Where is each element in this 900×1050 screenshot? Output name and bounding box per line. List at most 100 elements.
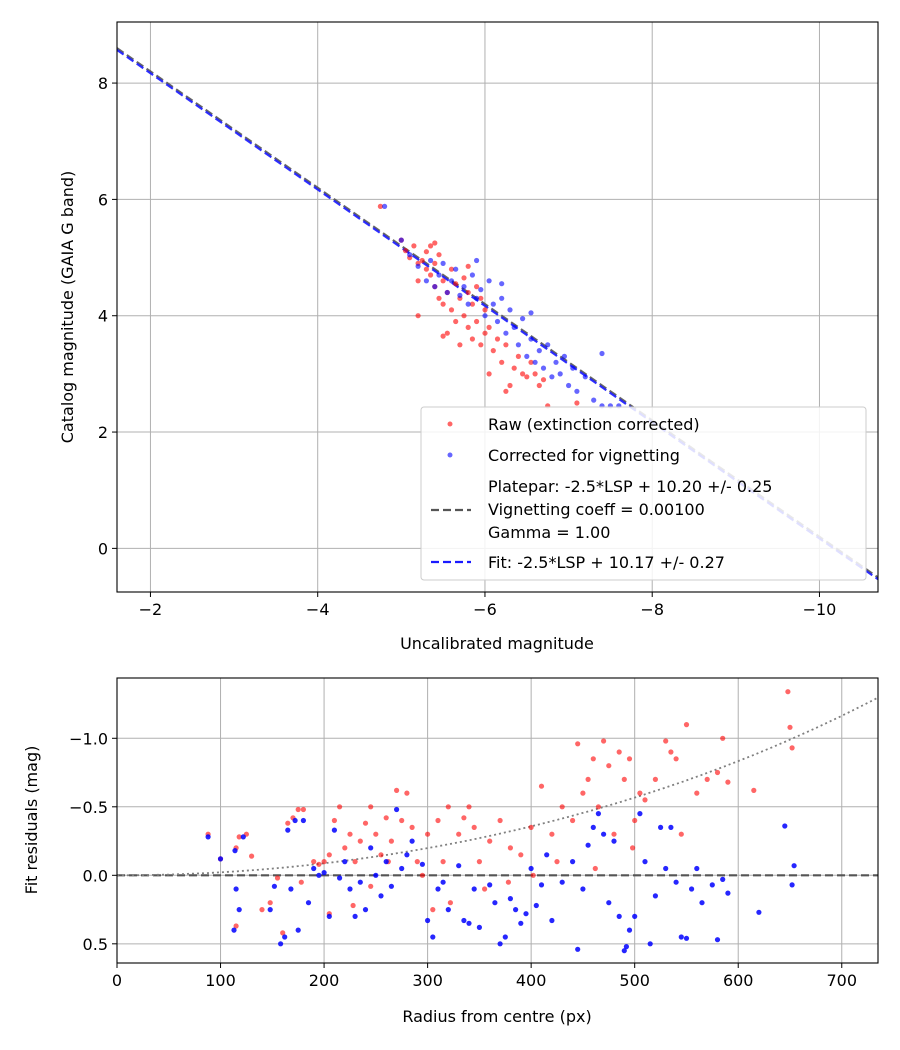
raw-point [448, 307, 455, 313]
raw-point [637, 790, 643, 796]
raw-point [505, 879, 511, 885]
y-tick-label: −0.5 [69, 798, 108, 817]
corrected-point [436, 272, 442, 278]
legend-box [420, 406, 867, 581]
raw-point [300, 806, 306, 813]
corrected-point [499, 295, 505, 301]
raw-point [515, 353, 522, 359]
corrected-point [217, 856, 224, 862]
raw-point [423, 266, 429, 272]
corrected-point [368, 845, 374, 851]
corrected-point [570, 365, 576, 371]
corrected-point [549, 374, 555, 380]
raw-point [428, 243, 434, 249]
corrected-point [490, 301, 496, 307]
corrected-point [536, 348, 542, 354]
raw-point [440, 278, 446, 284]
corrected-point [409, 838, 415, 844]
y-tick-label: 0.5 [83, 935, 108, 954]
corrected-point [382, 203, 388, 209]
raw-point [373, 831, 379, 837]
y-tick-label: 0 [98, 539, 108, 558]
corrected-point [559, 879, 565, 885]
x-tick-label: −8 [640, 600, 664, 619]
corrected-point [632, 913, 638, 920]
x-tick-label: 100 [205, 971, 236, 990]
raw-point [528, 824, 534, 831]
raw-point [440, 301, 446, 307]
corrected-point [507, 896, 513, 902]
raw-point [436, 252, 442, 258]
corrected-point [305, 900, 312, 906]
corrected-point [782, 823, 788, 829]
raw-point [448, 266, 455, 272]
raw-point [486, 324, 492, 330]
corrected-point [606, 900, 612, 906]
corrected-point [415, 263, 421, 269]
raw-point [580, 790, 586, 796]
raw-point [725, 779, 731, 785]
corrected-point [456, 863, 462, 869]
corrected-point [545, 342, 551, 348]
raw-point [465, 289, 471, 296]
corrected-point [469, 272, 475, 278]
raw-point [440, 859, 446, 865]
corrected-point [580, 886, 586, 892]
corrected-point [432, 284, 438, 290]
raw-point [436, 295, 442, 301]
raw-point [595, 804, 602, 810]
corrected-point [288, 886, 294, 892]
corrected-point [528, 336, 534, 342]
corrected-point [791, 863, 797, 869]
corrected-point [321, 870, 327, 876]
corrected-point [399, 865, 405, 872]
raw-point [482, 330, 488, 336]
raw-point [347, 831, 353, 837]
raw-point [503, 342, 509, 348]
raw-point [415, 278, 421, 284]
corrected-point [419, 861, 425, 867]
corrected-point [524, 353, 530, 359]
raw-point [673, 756, 679, 762]
corrected-point [590, 824, 596, 831]
top-y-axis-label: Catalog magnitude (GAIA G band) [58, 171, 77, 443]
legend-raw-label: Raw (extinction corrected) [488, 415, 700, 434]
corrected-point [503, 330, 509, 336]
legend-raw-marker [447, 421, 453, 427]
corrected-point [448, 278, 455, 284]
y-tick-label: 4 [98, 307, 108, 326]
raw-point [482, 886, 488, 892]
raw-point [592, 865, 598, 872]
bottom-grid [116, 678, 878, 963]
corrected-point [282, 934, 288, 940]
raw-point [499, 359, 505, 365]
raw-point [549, 831, 555, 837]
corrected-point [440, 260, 446, 266]
corrected-point [428, 257, 434, 264]
corrected-point [544, 852, 550, 858]
raw-point [575, 741, 581, 747]
corrected-point [582, 374, 588, 380]
corrected-point [236, 907, 242, 913]
raw-point [465, 263, 471, 269]
x-tick-label: 700 [826, 971, 857, 990]
raw-point [678, 831, 684, 837]
raw-point [507, 845, 513, 851]
raw-point [574, 400, 580, 406]
raw-point [554, 859, 560, 865]
y-tick-label: 0.0 [83, 866, 108, 885]
raw-point [570, 817, 576, 824]
corrected-point [357, 879, 363, 885]
raw-point [466, 804, 472, 810]
corrected-point [789, 882, 795, 888]
raw-point [668, 749, 674, 755]
corrected-point [425, 917, 431, 924]
corrected-point [378, 893, 384, 899]
raw-point [321, 859, 327, 865]
raw-point [478, 342, 484, 348]
corrected-point [352, 913, 358, 920]
raw-point [311, 859, 317, 865]
y-tick-label: −1.0 [69, 729, 108, 748]
corrected-point [678, 934, 684, 940]
raw-point [497, 817, 503, 824]
